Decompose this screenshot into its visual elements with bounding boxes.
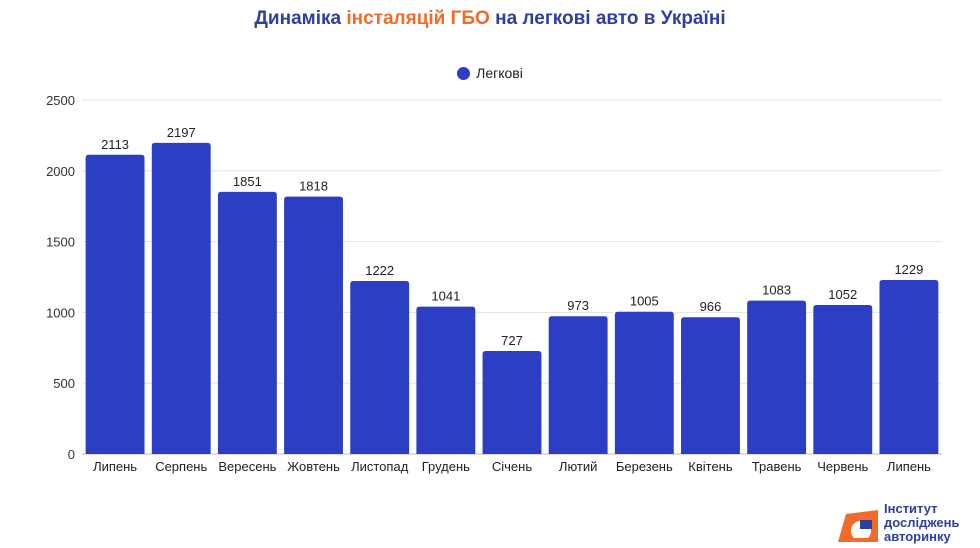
x-tick-label: Квітень	[688, 459, 733, 474]
bar	[416, 306, 476, 454]
brand-line-3: авторинку	[884, 529, 951, 544]
bar	[217, 191, 277, 454]
y-tick-label: 0	[68, 447, 75, 462]
x-tick-label: Листопад	[351, 459, 409, 474]
x-tick-label: Травень	[752, 459, 802, 474]
title-part-accent: інсталяцій ГБО	[346, 8, 490, 29]
brand-line-1: Інститут	[884, 501, 938, 516]
brand-logo-icon	[838, 510, 878, 542]
bar	[85, 154, 145, 454]
bar	[548, 316, 608, 454]
y-tick-label: 500	[53, 376, 75, 391]
bar	[747, 300, 807, 454]
bar	[482, 351, 542, 454]
data-label: 727	[501, 333, 523, 348]
bar	[284, 196, 343, 454]
brand-name: Інститут досліджень авторинку	[884, 502, 960, 544]
data-label: 1229	[894, 262, 923, 277]
data-label: 2197	[167, 125, 196, 140]
bar	[879, 279, 939, 454]
data-label: 1052	[828, 287, 857, 302]
data-label: 966	[700, 299, 722, 314]
y-tick-label: 2500	[46, 93, 75, 108]
brand-block: Інститут досліджень авторинку	[838, 500, 980, 546]
y-tick-label: 2000	[46, 164, 75, 179]
chart-legend: Легкові	[0, 65, 980, 81]
x-tick-label: Березень	[616, 459, 673, 474]
data-label: 1222	[365, 263, 394, 278]
x-tick-label: Грудень	[422, 459, 470, 474]
y-tick-label: 1000	[46, 305, 75, 320]
title-part-3: на легкові авто в Україні	[489, 8, 726, 29]
x-tick-label: Жовтень	[287, 459, 340, 474]
data-label: 1818	[299, 179, 328, 194]
data-label: 1041	[431, 289, 460, 304]
x-tick-label: Липень	[887, 459, 931, 474]
bar	[614, 311, 674, 454]
x-tick-label: Липень	[93, 459, 137, 474]
data-label: 2113	[101, 137, 129, 152]
data-label: 1851	[233, 174, 262, 189]
bar	[681, 317, 740, 454]
chart-title: Динаміка інсталяцій ГБО на легкові авто …	[0, 8, 980, 30]
data-label: 1083	[762, 283, 791, 298]
x-tick-label: Січень	[492, 459, 532, 474]
x-tick-label: Червень	[817, 459, 868, 474]
bar	[813, 305, 873, 454]
bar	[151, 142, 211, 455]
bar	[350, 280, 410, 454]
legend-marker	[457, 66, 471, 80]
y-tick-label: 1500	[46, 235, 75, 250]
data-label: 973	[567, 298, 589, 313]
x-tick-label: Лютий	[559, 459, 597, 474]
brand-line-2: досліджень	[884, 515, 960, 530]
x-tick-label: Вересень	[218, 459, 276, 474]
legend-label: Легкові	[476, 65, 523, 81]
x-tick-label: Серпень	[155, 459, 207, 474]
data-label: 1005	[630, 294, 659, 309]
title-part-1: Динаміка	[254, 8, 347, 29]
